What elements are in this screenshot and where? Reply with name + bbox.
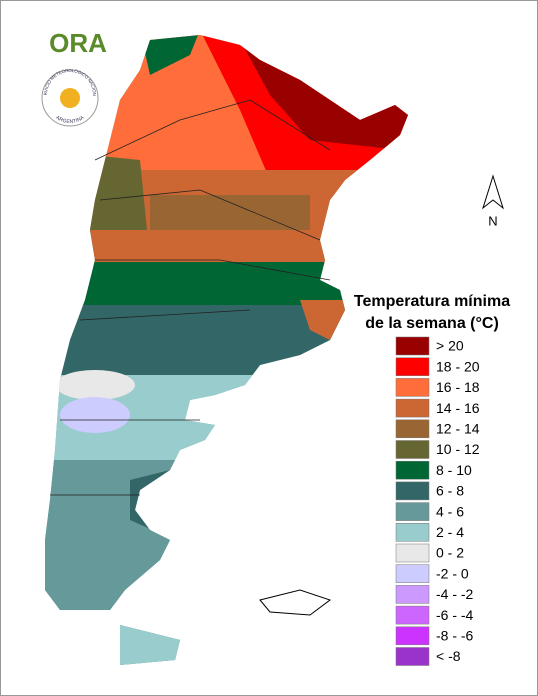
legend-swatch xyxy=(395,626,430,646)
legend-label: 18 - 20 xyxy=(436,358,480,374)
seal-bottom-text: ARGENTINA xyxy=(55,115,87,126)
legend-label: 2 - 4 xyxy=(436,524,464,540)
legend-label: -8 - -6 xyxy=(436,628,474,644)
legend-label: 0 - 2 xyxy=(436,545,464,561)
legend-label: -2 - 0 xyxy=(436,565,469,581)
legend-swatch xyxy=(395,564,430,583)
legend-label: > 20 xyxy=(436,338,464,354)
legend-title: Temperatura mínima xyxy=(354,293,510,310)
legend-swatch xyxy=(395,481,430,501)
legend-swatch xyxy=(395,440,430,459)
temperature-zone xyxy=(300,300,360,340)
legend-swatch xyxy=(395,605,430,625)
legend-swatch xyxy=(395,543,430,563)
north-label: N xyxy=(488,213,497,228)
malvinas xyxy=(259,589,332,616)
legend-swatch xyxy=(395,585,430,604)
temperature-zone xyxy=(55,370,135,400)
legend-swatch xyxy=(395,398,430,418)
north-arrow xyxy=(482,174,504,210)
logo-sun xyxy=(60,88,80,108)
province-borders xyxy=(50,99,331,496)
temperature-zone xyxy=(60,397,130,433)
legend-swatch xyxy=(395,502,430,521)
legend-swatch xyxy=(395,419,430,439)
logo-text: ORA xyxy=(49,28,107,58)
legend-label: 16 - 18 xyxy=(436,379,480,395)
legend-label: < -8 xyxy=(436,648,461,664)
legend-label: 14 - 16 xyxy=(436,400,480,416)
legend-label: 4 - 6 xyxy=(436,503,464,519)
legend-swatch xyxy=(395,647,430,666)
legend: Temperatura mínima de la semana (°C) > 2… xyxy=(354,293,510,666)
legend-label: 8 - 10 xyxy=(436,462,472,478)
legend-title: de la semana (°C) xyxy=(365,315,499,332)
legend-swatch xyxy=(395,336,430,356)
temperature-zone xyxy=(140,35,200,75)
legend-swatch xyxy=(395,523,430,542)
legend-swatch xyxy=(395,378,430,397)
legend-label: 6 - 8 xyxy=(436,483,464,499)
legend-swatch xyxy=(395,460,430,480)
legend-label: 12 - 14 xyxy=(436,421,480,437)
legend-label: -6 - -4 xyxy=(436,607,474,623)
legend-swatch xyxy=(395,357,430,376)
legend-label: 10 - 12 xyxy=(436,441,480,457)
legend-label: -4 - -2 xyxy=(436,586,474,602)
